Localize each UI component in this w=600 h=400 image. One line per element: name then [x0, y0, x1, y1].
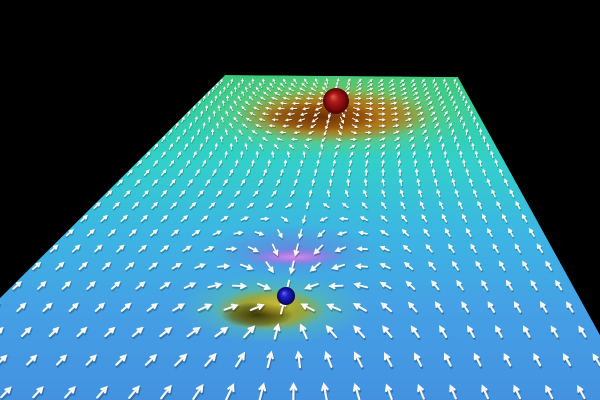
field-arrow-glyphs: [0, 77, 600, 400]
arrow-row: [0, 350, 600, 371]
arrow-row: [105, 189, 516, 200]
potential-hotspot-saddle-magenta: [242, 248, 346, 266]
potential-hotspot-positive-core: [262, 102, 382, 132]
arrow-row: [0, 322, 588, 342]
arrow-row: [207, 90, 464, 99]
arrow-row: [136, 159, 499, 169]
arrow-row: [168, 128, 483, 138]
arrow-row: [161, 135, 487, 144]
arrow-row: [49, 243, 545, 259]
arrow-row: [116, 178, 510, 188]
arrow-row: [187, 110, 474, 120]
arrow-row: [145, 150, 495, 160]
arrow-row: [216, 81, 459, 90]
arrow-row: [202, 95, 466, 103]
arrow-row: [175, 121, 480, 132]
arrow-row: [12, 279, 564, 297]
positive-charge-sphere[interactable]: [323, 88, 349, 114]
arrow-row: [32, 260, 554, 277]
arrow-row: [0, 298, 575, 317]
negative-charge-sphere[interactable]: [277, 287, 295, 305]
arrow-row: [198, 99, 469, 108]
arrow-row: [153, 142, 491, 152]
arrow-row: [127, 168, 504, 178]
arrow-row: [80, 213, 529, 226]
arrow-row: [219, 77, 457, 86]
arrow-row: [211, 85, 461, 94]
arrow-row: [192, 104, 471, 114]
arrow-row: [0, 381, 600, 400]
arrow-row: [65, 227, 536, 242]
potential-surface: [0, 75, 600, 400]
arrow-row: [93, 200, 522, 211]
arrow-row: [181, 115, 477, 126]
